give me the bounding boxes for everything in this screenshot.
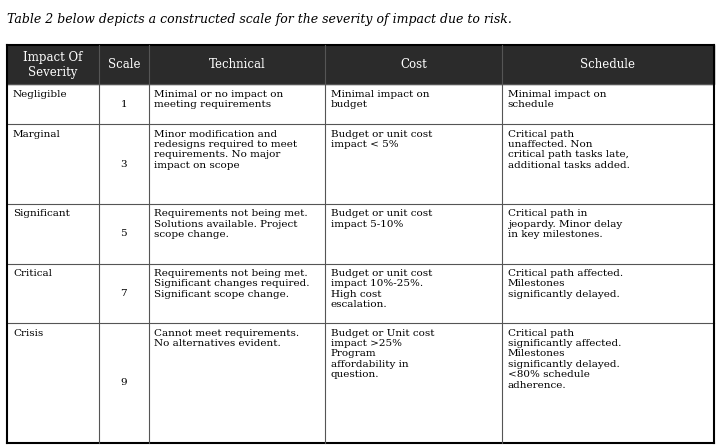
Text: Cost: Cost xyxy=(400,58,427,71)
Text: Requirements not being met.
Significant changes required.
Significant scope chan: Requirements not being met. Significant … xyxy=(154,269,310,299)
Text: 9: 9 xyxy=(120,378,127,388)
Text: Critical: Critical xyxy=(13,269,52,278)
Text: 1: 1 xyxy=(120,100,127,109)
Text: Minimal or no impact on
meeting requirements: Minimal or no impact on meeting requirem… xyxy=(154,90,283,109)
Text: Table 2 below depicts a constructed scale for the severity of impact due to risk: Table 2 below depicts a constructed scal… xyxy=(7,13,512,26)
Text: Schedule: Schedule xyxy=(580,58,635,71)
Text: Crisis: Crisis xyxy=(13,329,43,337)
Text: Scale: Scale xyxy=(107,58,140,71)
Text: Technical: Technical xyxy=(208,58,265,71)
Text: Critical path
unaffected. Non
critical path tasks late,
additional tasks added.: Critical path unaffected. Non critical p… xyxy=(508,130,629,170)
Text: Budget or Unit cost
impact >25%
Program
affordability in
question.: Budget or Unit cost impact >25% Program … xyxy=(331,329,435,379)
Text: Minimal impact on
schedule: Minimal impact on schedule xyxy=(508,90,606,109)
Bar xyxy=(7,45,714,84)
Text: Minor modification and
redesigns required to meet
requirements. No major
impact : Minor modification and redesigns require… xyxy=(154,130,298,170)
Text: Budget or unit cost
impact 5-10%: Budget or unit cost impact 5-10% xyxy=(331,209,433,228)
Text: 7: 7 xyxy=(120,289,127,298)
Text: Cannot meet requirements.
No alternatives evident.: Cannot meet requirements. No alternative… xyxy=(154,329,299,348)
Text: Critical path
significantly affected.
Milestones
significantly delayed.
<80% sch: Critical path significantly affected. Mi… xyxy=(508,329,621,389)
Text: Significant: Significant xyxy=(13,209,70,218)
Text: Critical path in
jeopardy. Minor delay
in key milestones.: Critical path in jeopardy. Minor delay i… xyxy=(508,209,622,239)
Text: Budget or unit cost
impact 10%-25%.
High cost
escalation.: Budget or unit cost impact 10%-25%. High… xyxy=(331,269,433,309)
Text: Critical path affected.
Milestones
significantly delayed.: Critical path affected. Milestones signi… xyxy=(508,269,623,299)
Text: 5: 5 xyxy=(120,229,127,238)
Text: Minimal impact on
budget: Minimal impact on budget xyxy=(331,90,430,109)
Text: Budget or unit cost
impact < 5%: Budget or unit cost impact < 5% xyxy=(331,130,433,149)
Text: 3: 3 xyxy=(120,160,127,169)
Text: Marginal: Marginal xyxy=(13,130,61,139)
Text: Impact Of
Severity: Impact Of Severity xyxy=(24,51,83,79)
Text: Requirements not being met.
Solutions available. Project
scope change.: Requirements not being met. Solutions av… xyxy=(154,209,308,239)
Text: Negligible: Negligible xyxy=(13,90,68,99)
